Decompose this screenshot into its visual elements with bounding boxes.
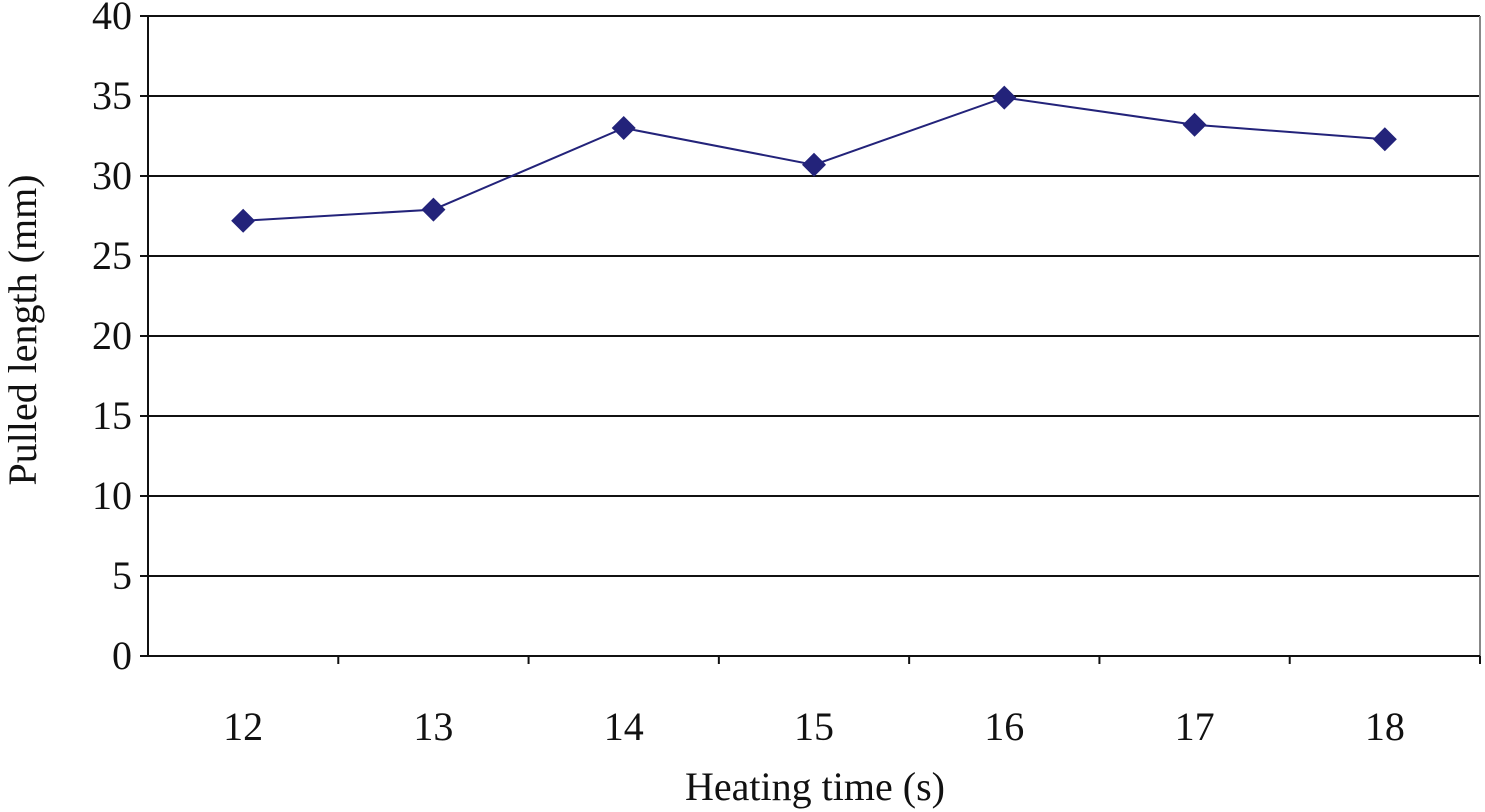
x-tick-label: 18	[1365, 704, 1405, 749]
x-tick-label: 14	[604, 704, 644, 749]
data-point-marker	[611, 116, 636, 140]
x-tick-label: 12	[223, 704, 263, 749]
x-axis-title: Heating time (s)	[685, 764, 945, 809]
gridlines	[148, 15, 1480, 577]
y-tick-label: 5	[112, 553, 132, 598]
x-tick-label: 13	[413, 704, 453, 749]
y-tick-label: 35	[92, 73, 132, 118]
x-tick-labels: 12 13 14 15 16 17 18	[223, 704, 1405, 749]
data-point-marker	[802, 152, 826, 177]
x-tick-label: 17	[1175, 704, 1215, 749]
axes	[140, 15, 1481, 664]
data-point-marker	[992, 85, 1017, 110]
data-point-marker	[231, 208, 256, 233]
y-tick-label: 25	[92, 233, 132, 278]
y-tick-label: 40	[92, 0, 132, 38]
series	[231, 85, 1397, 233]
y-tick-label: 15	[92, 393, 132, 438]
y-tick-label: 10	[92, 473, 132, 518]
y-tick-label: 30	[92, 153, 132, 198]
y-tick-label: 20	[92, 313, 132, 358]
data-point-marker	[1372, 127, 1397, 152]
y-axis-title: Pulled length (mm)	[0, 174, 45, 485]
data-point-marker	[1182, 112, 1207, 137]
y-tick-labels: 0 5 10 15 20 25 30 35 40	[92, 0, 132, 678]
y-tick-label: 0	[112, 633, 132, 678]
x-tick-label: 15	[794, 704, 834, 749]
x-tick-label: 16	[984, 704, 1024, 749]
data-point-marker	[421, 197, 446, 222]
